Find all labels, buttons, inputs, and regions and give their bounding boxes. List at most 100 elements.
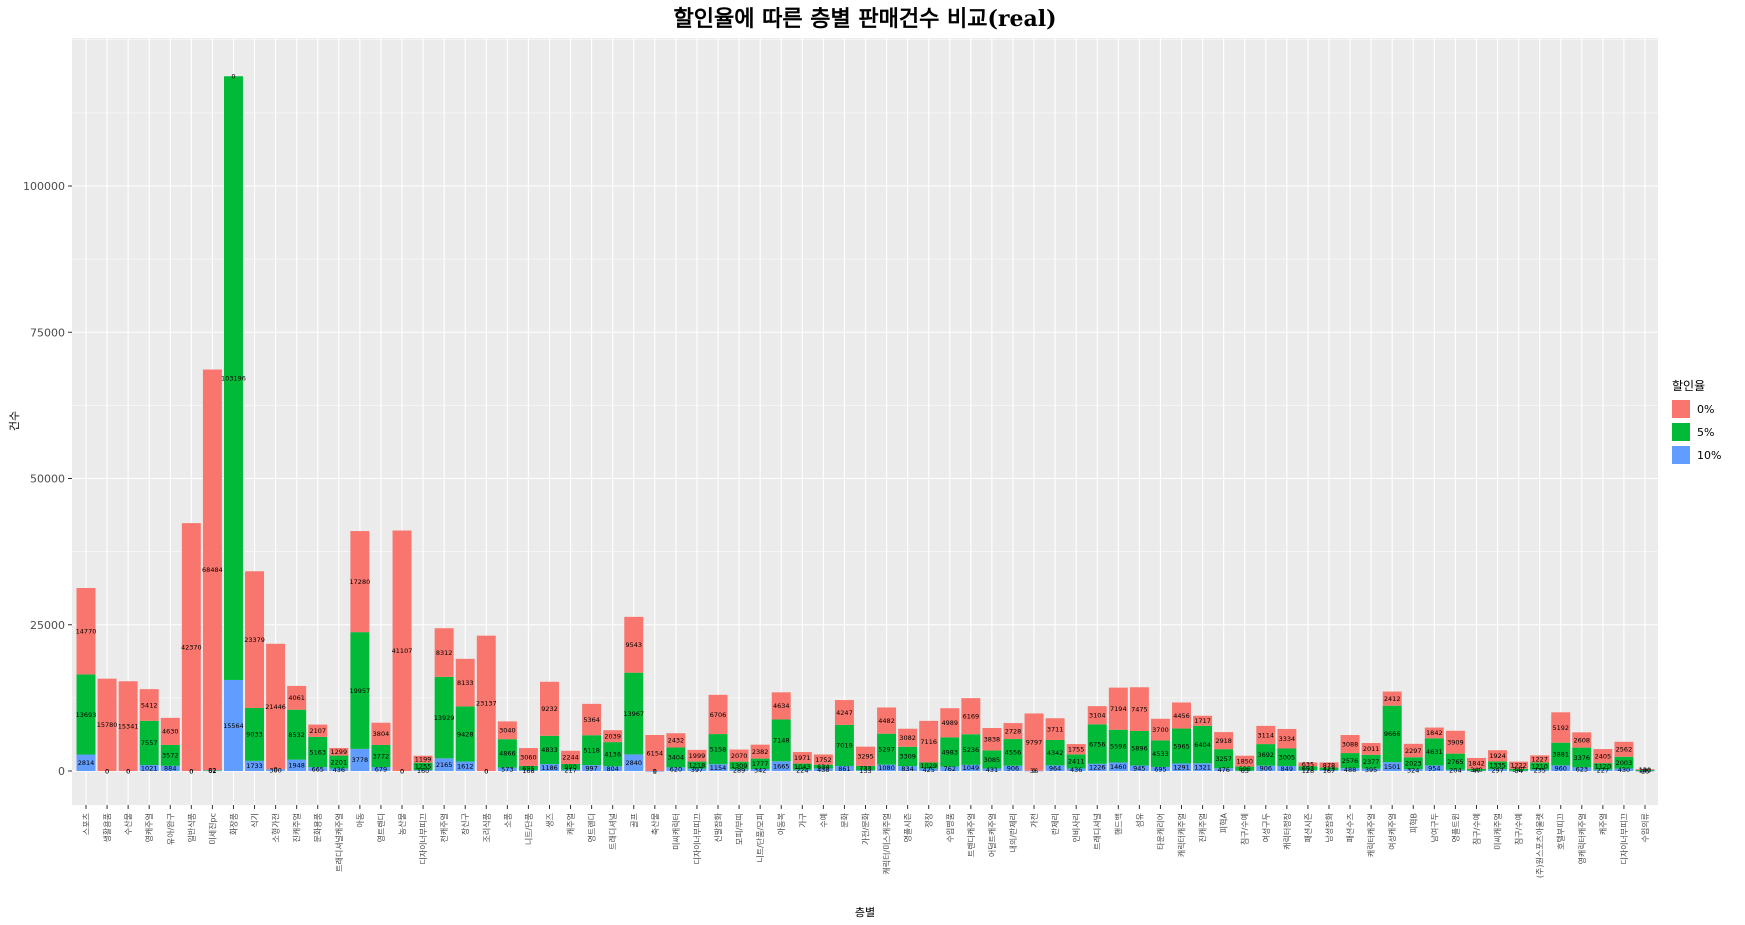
data-label: 1971 <box>794 754 811 762</box>
data-label: 4634 <box>773 702 790 710</box>
bar-segment <box>1530 755 1550 763</box>
legend-label: 5% <box>1697 426 1714 439</box>
data-label: 0 <box>126 767 130 775</box>
data-label: 990 <box>564 763 576 771</box>
bar-segment <box>687 768 707 771</box>
data-label: 47 <box>1472 767 1480 775</box>
data-label: 324 <box>1407 766 1419 774</box>
data-label: 7475 <box>1131 705 1148 713</box>
data-label: 3295 <box>857 753 874 761</box>
x-tick-label: 패션수즈 <box>1345 813 1355 842</box>
bar-segment <box>961 698 981 735</box>
bar-segment <box>308 724 328 737</box>
data-label: 3711 <box>1047 725 1064 733</box>
data-label: 679 <box>375 765 387 773</box>
data-label: 15341 <box>118 722 139 730</box>
data-label: 5158 <box>710 745 727 753</box>
bar-segment <box>1003 739 1023 766</box>
bar-segment <box>1340 735 1360 754</box>
data-label: 2765 <box>1447 758 1464 766</box>
data-label: 297 <box>1491 766 1503 774</box>
bar-segment <box>708 764 728 771</box>
bar-segment <box>1150 718 1170 741</box>
bar-segment <box>877 764 897 771</box>
bar-segment <box>1045 718 1065 740</box>
data-label: 300 <box>269 766 281 774</box>
data-label: 17280 <box>350 578 371 586</box>
data-label: 1154 <box>710 764 727 772</box>
x-tick-label: 캐주얼 <box>1598 813 1608 835</box>
bar-segment <box>1509 770 1529 772</box>
bar-segment <box>434 758 454 771</box>
data-label: 395 <box>1365 766 1377 774</box>
y-axis: 0 25000 50000 75000 100000 <box>23 180 72 778</box>
bar-segment <box>1572 767 1592 771</box>
x-tick-label: (주)원스포츠아울렛 <box>1535 813 1545 878</box>
data-label: 3909 <box>1447 738 1464 746</box>
data-label: 4631 <box>1426 748 1443 756</box>
bar-segment <box>961 734 981 765</box>
x-tick-label: 트렌디캐주얼 <box>966 813 976 857</box>
bar-segment <box>1635 769 1655 770</box>
data-label: 3005 <box>1279 754 1296 762</box>
y-tick-label: 100000 <box>23 180 65 193</box>
x-tick-label: 생즈 <box>544 813 554 828</box>
bar-segment <box>603 742 623 767</box>
bar-segment <box>1319 767 1339 771</box>
x-tick-label: 가전/문화 <box>861 812 871 845</box>
data-label: 1199 <box>415 756 432 764</box>
data-label: 1 <box>653 767 657 775</box>
data-label: 235 <box>1533 767 1545 775</box>
y-tick-label: 0 <box>58 765 65 778</box>
x-tick-label: 정장 <box>924 812 934 827</box>
data-label: 906 <box>1007 765 1019 773</box>
bar-segment <box>1635 769 1655 771</box>
x-tick-label: 내의/란제리 <box>1008 813 1018 853</box>
data-label: 635 <box>1302 761 1314 769</box>
bar-segment <box>877 707 897 734</box>
data-label: 204 <box>1449 767 1461 775</box>
data-label: 15780 <box>97 721 118 729</box>
data-label: 2165 <box>436 761 453 769</box>
bar-segment <box>1150 766 1170 771</box>
data-label: 1460 <box>1110 763 1127 771</box>
data-label: 906 <box>1260 765 1272 773</box>
x-tick-label: 문화 <box>840 812 849 827</box>
bar-segment <box>1614 756 1634 769</box>
bar-segment <box>898 728 918 747</box>
data-label: 1080 <box>878 764 895 772</box>
bar-segment <box>898 766 918 771</box>
bar-segment <box>1382 762 1402 771</box>
data-label: 960 <box>1555 764 1567 772</box>
bar-segment <box>1298 770 1318 771</box>
data-label: 342 <box>754 766 766 774</box>
bar-segment <box>1129 730 1149 766</box>
data-label: 4630 <box>162 728 179 736</box>
data-label: 2728 <box>1005 727 1022 735</box>
bar-segment <box>1256 725 1276 745</box>
bar-segment <box>792 769 812 771</box>
data-label: 2039 <box>604 732 621 740</box>
bar-segment <box>1129 765 1149 771</box>
data-label: 9428 <box>457 730 474 738</box>
data-label: 13929 <box>434 714 455 722</box>
bar-segment <box>371 722 391 745</box>
bar-segment <box>97 678 117 771</box>
x-tick-label: 아동복 <box>776 813 786 835</box>
data-label: 128 <box>1302 767 1314 775</box>
bar-segment <box>771 761 791 771</box>
bar-segment <box>1003 723 1023 740</box>
data-label: 488 <box>1344 766 1356 774</box>
bar-segment <box>982 768 1002 771</box>
data-label: 1501 <box>1384 763 1401 771</box>
bar-segment <box>245 708 265 761</box>
data-label: 2011 <box>1363 745 1380 753</box>
bar-segment <box>1488 761 1508 770</box>
bar-segment <box>413 762 433 771</box>
bar-segment <box>139 720 159 766</box>
bar-segment <box>455 761 475 771</box>
data-label: 4061 <box>288 694 305 702</box>
bar-segment <box>729 769 749 771</box>
x-tick-label: 영트렌디 <box>376 813 386 842</box>
bar-segment <box>687 761 707 769</box>
